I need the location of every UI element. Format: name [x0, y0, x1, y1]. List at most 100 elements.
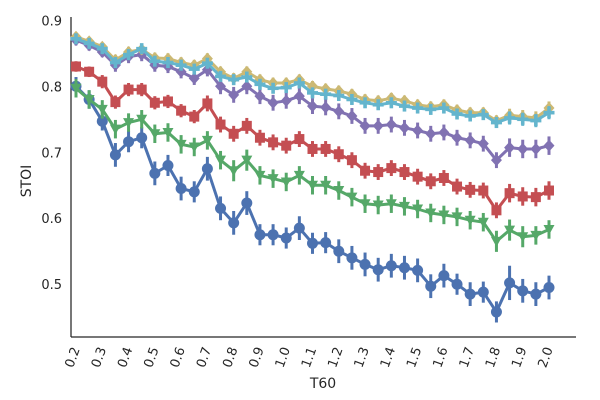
data-point [464, 288, 476, 300]
data-point [438, 126, 450, 139]
data-point [507, 112, 512, 124]
y-axis-ticks: 0.5 0.6 0.7 0.8 0.9 [41, 14, 62, 293]
data-point [71, 61, 81, 72]
data-point [284, 82, 289, 94]
data-point [333, 149, 344, 160]
x-tick-label: 1.8 [483, 345, 504, 370]
data-point [490, 154, 502, 167]
y-tick-label: 0.9 [41, 14, 62, 29]
data-point [215, 119, 226, 130]
data-point [530, 230, 542, 241]
y-tick-label: 0.6 [41, 212, 62, 227]
x-axis-ticks: 0.2 0.3 0.4 0.5 0.6 0.7 0.8 0.9 1.0 1.1 1.2 1.3 1.4 1… [63, 345, 557, 370]
data-point [442, 102, 446, 114]
data-point [123, 84, 134, 95]
data-point [307, 143, 318, 154]
data-point [228, 128, 239, 139]
data-point [425, 127, 437, 140]
data-point [491, 205, 502, 216]
data-point [517, 232, 529, 243]
data-point [123, 136, 135, 148]
data-point [530, 142, 542, 155]
data-point [530, 288, 542, 300]
data-point [517, 285, 529, 297]
data-point [175, 183, 187, 195]
data-point [268, 137, 279, 148]
data-point [346, 192, 358, 203]
x-tick-label: 0.4 [115, 345, 136, 370]
data-point [415, 102, 420, 114]
data-point [126, 49, 131, 61]
data-point [372, 200, 384, 211]
data-point [192, 63, 197, 75]
data-point [412, 204, 424, 215]
data-point [228, 217, 240, 229]
series-1 [70, 77, 555, 323]
data-point [96, 115, 108, 127]
data-point [97, 76, 108, 87]
data-point [425, 176, 436, 187]
data-point [543, 139, 555, 152]
data-point [281, 140, 292, 151]
data-point [517, 142, 529, 155]
x-tick-label: 1.5 [404, 345, 425, 370]
x-tick-label: 1.7 [457, 345, 478, 370]
data-point [517, 191, 528, 202]
data-point [162, 159, 174, 171]
data-point [254, 132, 265, 143]
series-6 [70, 33, 555, 129]
data-point [149, 167, 161, 179]
data-point [520, 113, 525, 125]
data-point [402, 100, 407, 112]
x-tick-label: 0.9 [247, 345, 268, 370]
data-point [373, 167, 384, 178]
data-point [543, 224, 555, 235]
data-point [504, 225, 516, 236]
data-point [202, 98, 213, 109]
data-point [258, 78, 262, 90]
data-point [346, 109, 358, 122]
data-point [398, 262, 410, 274]
data-point [267, 229, 279, 241]
data-point [412, 124, 424, 137]
data-point [307, 180, 318, 191]
data-point [280, 177, 292, 188]
data-point [241, 120, 252, 131]
data-point [504, 141, 516, 154]
data-point [175, 65, 187, 78]
data-point [254, 90, 266, 103]
data-point [438, 270, 450, 282]
data-point [465, 184, 476, 195]
data-point [399, 167, 410, 178]
x-tick-label: 0.8 [220, 345, 241, 370]
x-tick-label: 1.0 [273, 345, 294, 370]
data-point [162, 127, 174, 138]
data-point [412, 171, 423, 182]
data-point [336, 90, 341, 102]
data-point [363, 97, 367, 109]
x-tick-label: 1.3 [352, 345, 373, 370]
data-point [477, 137, 489, 150]
data-point [136, 132, 148, 144]
data-point [245, 71, 249, 83]
data-point [320, 143, 331, 154]
x-tick-label: 2.0 [536, 345, 557, 370]
data-point [534, 115, 538, 127]
data-point [438, 210, 450, 221]
series-3 [71, 61, 554, 219]
data-point [149, 129, 161, 140]
data-point [543, 282, 555, 294]
data-point [389, 97, 394, 109]
data-point [241, 80, 253, 93]
data-point [398, 201, 410, 212]
data-point [372, 119, 384, 132]
data-point [123, 118, 135, 129]
x-tick-label: 1.6 [430, 345, 451, 370]
data-point [320, 101, 332, 114]
data-point [346, 155, 357, 166]
data-point [188, 186, 200, 198]
data-point [175, 139, 187, 150]
data-point [280, 232, 292, 244]
data-point [385, 118, 397, 131]
